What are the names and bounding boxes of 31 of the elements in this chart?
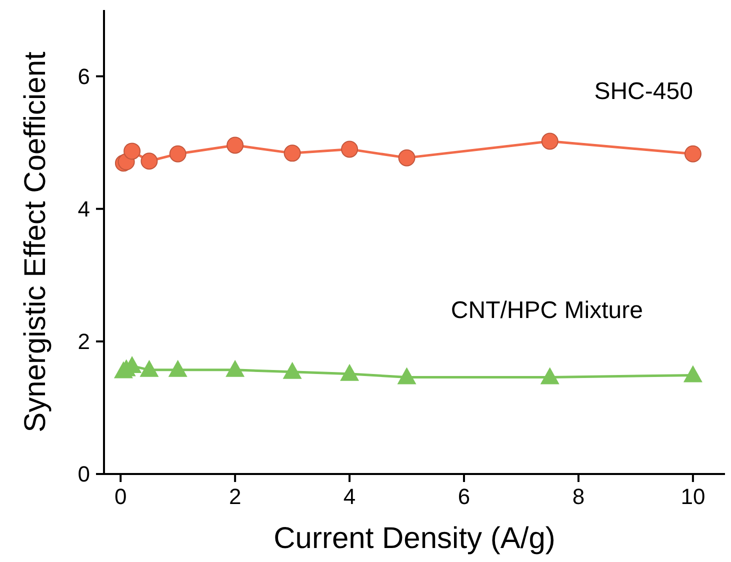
point <box>169 145 186 162</box>
x-tick-label: 4 <box>343 484 356 509</box>
point <box>683 365 702 382</box>
x-tick-label: 8 <box>572 484 585 509</box>
point <box>124 142 141 160</box>
y-tick-label: 0 <box>78 462 90 487</box>
y-axis-title: Synergistic Effect Coefficient <box>19 50 52 432</box>
point <box>226 360 245 377</box>
point <box>397 367 416 384</box>
series-label: SHC-450 <box>594 78 693 106</box>
point <box>340 364 360 381</box>
point <box>282 362 302 379</box>
y-tick-label: 6 <box>78 64 90 89</box>
point <box>540 367 560 384</box>
point <box>341 140 358 158</box>
x-tick-label: 10 <box>680 484 706 509</box>
y-tick-label: 2 <box>78 329 90 354</box>
point <box>226 136 244 154</box>
point <box>541 132 558 150</box>
x-tick-label: 6 <box>458 484 470 509</box>
x-axis-title: Current Density (A/g) <box>274 522 556 555</box>
x-tick-label: 0 <box>114 484 127 509</box>
point <box>140 360 159 377</box>
point <box>140 152 158 170</box>
x-tick-label: 2 <box>228 484 242 509</box>
point <box>284 144 301 162</box>
point <box>684 145 702 162</box>
point <box>168 360 188 377</box>
text: CNT/HPC Mixture <box>450 296 643 324</box>
y-tick-label: 4 <box>78 196 90 222</box>
point <box>398 149 416 166</box>
